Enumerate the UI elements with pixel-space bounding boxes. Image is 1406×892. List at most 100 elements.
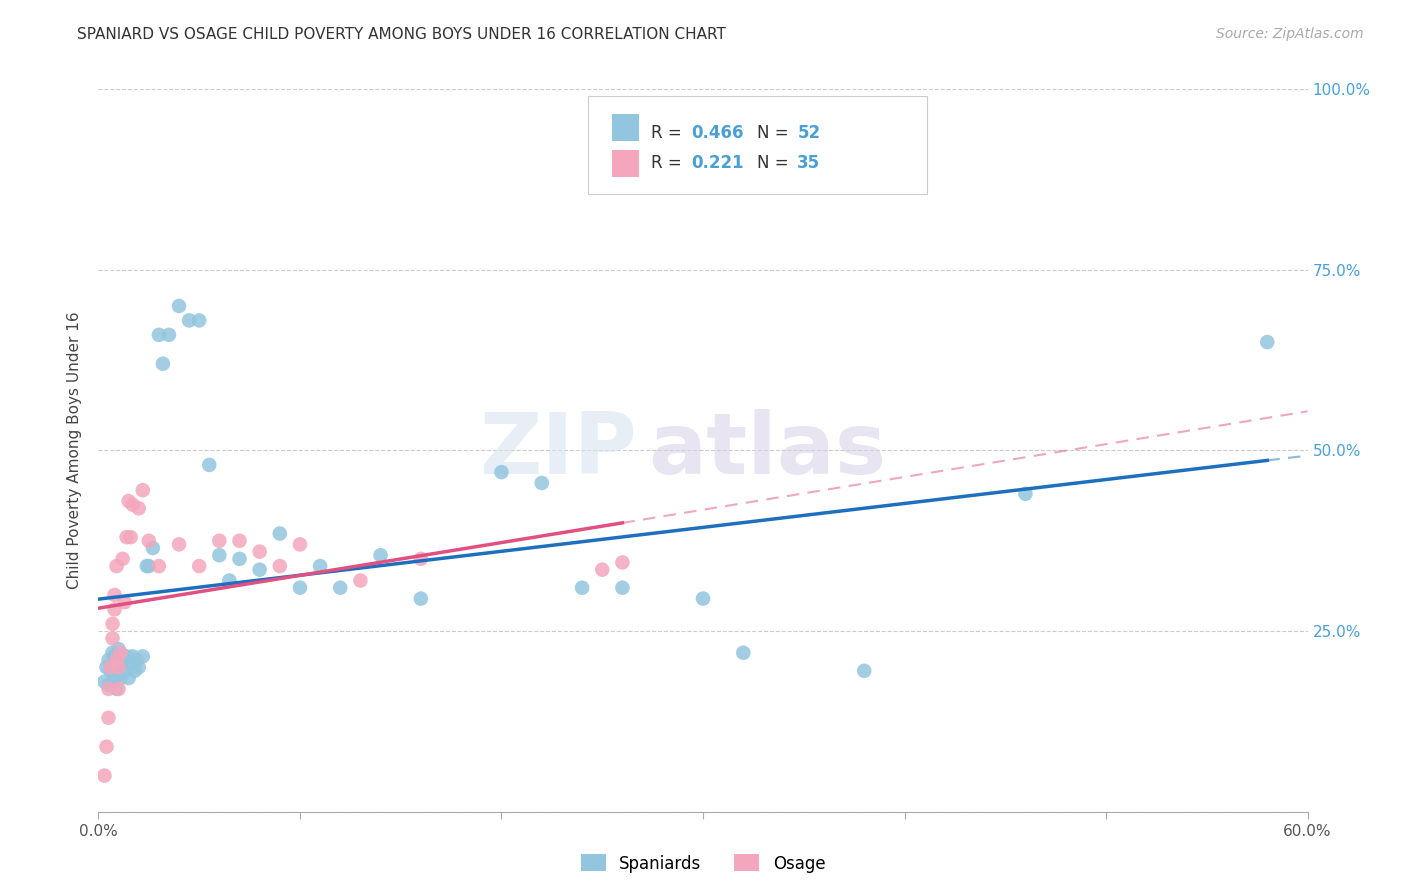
- Point: [288, 581, 311, 595]
- Point: [188, 313, 211, 327]
- Point: [228, 551, 250, 566]
- Point: [1014, 487, 1036, 501]
- Point: [128, 660, 150, 674]
- Point: [349, 574, 371, 588]
- Point: [115, 530, 138, 544]
- Point: [198, 458, 221, 472]
- Point: [167, 537, 190, 551]
- Point: [105, 559, 128, 574]
- Point: [157, 327, 180, 342]
- Point: [118, 494, 141, 508]
- Point: [530, 475, 553, 490]
- Point: [409, 551, 432, 566]
- Point: [692, 591, 714, 606]
- Point: [115, 649, 138, 664]
- Point: [103, 588, 125, 602]
- Point: [329, 581, 352, 595]
- Text: R =: R =: [651, 154, 682, 172]
- Point: [103, 602, 125, 616]
- Point: [188, 559, 211, 574]
- Point: [249, 563, 271, 577]
- Point: [111, 551, 134, 566]
- Point: [96, 739, 118, 754]
- Point: [152, 357, 174, 371]
- Point: [114, 595, 136, 609]
- Point: [491, 465, 513, 479]
- FancyBboxPatch shape: [588, 96, 927, 194]
- Point: [167, 299, 190, 313]
- Point: [125, 653, 148, 667]
- Point: [135, 559, 157, 574]
- Point: [733, 646, 755, 660]
- Point: [105, 653, 128, 667]
- Point: [269, 559, 291, 574]
- Point: [148, 559, 170, 574]
- Point: [138, 533, 160, 548]
- Point: [118, 671, 141, 685]
- Point: [142, 541, 165, 555]
- Point: [110, 671, 132, 685]
- Point: [97, 681, 120, 696]
- Point: [138, 559, 160, 574]
- Point: [107, 642, 129, 657]
- Point: [93, 769, 115, 783]
- Point: [97, 678, 120, 692]
- Text: 52: 52: [797, 124, 821, 142]
- Point: [370, 548, 392, 562]
- Text: N =: N =: [758, 154, 789, 172]
- Point: [107, 660, 129, 674]
- Point: [93, 674, 115, 689]
- Point: [612, 581, 634, 595]
- Point: [120, 530, 142, 544]
- Y-axis label: Child Poverty Among Boys Under 16: Child Poverty Among Boys Under 16: [67, 311, 83, 590]
- Point: [208, 548, 231, 562]
- Text: 0.221: 0.221: [690, 154, 744, 172]
- Text: R =: R =: [651, 124, 682, 142]
- Point: [132, 649, 155, 664]
- FancyBboxPatch shape: [613, 150, 638, 178]
- Point: [96, 660, 118, 674]
- Point: [105, 681, 128, 696]
- Point: [107, 681, 129, 696]
- Text: SPANIARD VS OSAGE CHILD POVERTY AMONG BOYS UNDER 16 CORRELATION CHART: SPANIARD VS OSAGE CHILD POVERTY AMONG BO…: [77, 27, 727, 42]
- Point: [218, 574, 240, 588]
- Point: [148, 327, 170, 342]
- Point: [1256, 334, 1278, 349]
- Point: [132, 483, 155, 498]
- Point: [101, 616, 124, 631]
- Point: [208, 533, 231, 548]
- Text: ZIP: ZIP: [479, 409, 637, 492]
- Text: 35: 35: [797, 154, 821, 172]
- Point: [249, 544, 271, 558]
- Text: 0.466: 0.466: [690, 124, 744, 142]
- Point: [110, 646, 132, 660]
- Point: [228, 533, 250, 548]
- Point: [121, 498, 143, 512]
- Point: [288, 537, 311, 551]
- Point: [612, 556, 634, 570]
- Legend: Spaniards, Osage: Spaniards, Osage: [574, 847, 832, 880]
- Point: [269, 526, 291, 541]
- Point: [101, 646, 124, 660]
- Point: [111, 657, 134, 671]
- Point: [409, 591, 432, 606]
- Point: [120, 657, 142, 671]
- Point: [100, 664, 122, 678]
- Point: [114, 664, 136, 678]
- Point: [103, 649, 125, 664]
- Text: Source: ZipAtlas.com: Source: ZipAtlas.com: [1216, 27, 1364, 41]
- Point: [97, 711, 120, 725]
- Point: [179, 313, 201, 327]
- Point: [107, 660, 129, 674]
- Point: [103, 671, 125, 685]
- Point: [591, 563, 613, 577]
- Point: [121, 649, 143, 664]
- Point: [571, 581, 593, 595]
- Point: [100, 660, 122, 674]
- Point: [97, 653, 120, 667]
- Point: [101, 632, 124, 646]
- FancyBboxPatch shape: [613, 114, 638, 141]
- Text: N =: N =: [758, 124, 789, 142]
- Point: [309, 559, 332, 574]
- Text: atlas: atlas: [648, 409, 887, 492]
